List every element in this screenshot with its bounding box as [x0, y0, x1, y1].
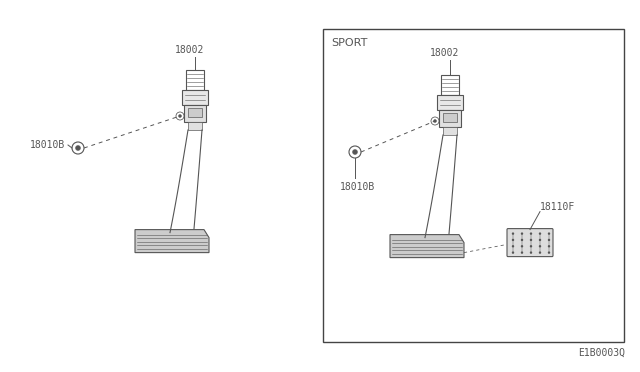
Polygon shape [390, 235, 464, 257]
Bar [184, 105, 206, 122]
Text: 18010B: 18010B [340, 182, 375, 192]
Circle shape [512, 245, 514, 247]
Circle shape [521, 232, 524, 235]
Text: SPORT: SPORT [331, 38, 367, 48]
Circle shape [521, 245, 524, 247]
Circle shape [521, 239, 524, 241]
Bar [443, 113, 457, 122]
Circle shape [353, 150, 358, 154]
Text: 18110F: 18110F [540, 202, 575, 212]
Circle shape [548, 232, 550, 235]
Circle shape [530, 245, 532, 247]
Circle shape [539, 239, 541, 241]
Circle shape [512, 232, 514, 235]
Bar [437, 95, 463, 110]
Circle shape [539, 232, 541, 235]
Circle shape [548, 239, 550, 241]
Text: E1B0003Q: E1B0003Q [578, 348, 625, 358]
Circle shape [548, 245, 550, 247]
Bar [188, 108, 202, 117]
Polygon shape [135, 230, 209, 253]
Circle shape [539, 251, 541, 254]
Circle shape [530, 251, 532, 254]
Text: 18010B: 18010B [30, 140, 65, 150]
Bar [439, 110, 461, 127]
FancyBboxPatch shape [507, 229, 553, 257]
Circle shape [76, 145, 81, 151]
Bar [188, 122, 202, 130]
Circle shape [433, 119, 436, 122]
Circle shape [530, 239, 532, 241]
Text: 18002: 18002 [175, 45, 205, 55]
Bar [443, 127, 457, 135]
Bar [182, 90, 208, 105]
Circle shape [521, 251, 524, 254]
Text: 18002: 18002 [430, 48, 460, 58]
Circle shape [512, 251, 514, 254]
Circle shape [548, 251, 550, 254]
Circle shape [179, 115, 182, 118]
Circle shape [530, 232, 532, 235]
Circle shape [512, 239, 514, 241]
Bar [323, 29, 624, 342]
Circle shape [539, 245, 541, 247]
